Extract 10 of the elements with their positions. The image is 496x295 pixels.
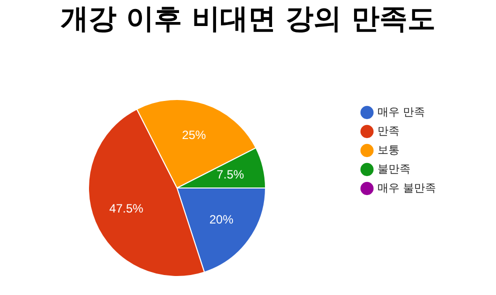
data-label: 47.5%	[109, 201, 144, 216]
chart-title: 개강 이후 비대면 강의 만족도	[60, 1, 436, 37]
legend-label: 보통	[378, 143, 400, 156]
legend-label: 불만족	[378, 162, 411, 176]
data-label: 25%	[182, 128, 206, 142]
data-label: 7.5%	[216, 168, 244, 182]
legend-label: 매우 불만족	[378, 181, 436, 194]
legend-label: 만족	[378, 124, 400, 138]
data-label: 20%	[209, 212, 234, 227]
legend-label: 매우 만족	[378, 105, 426, 118]
